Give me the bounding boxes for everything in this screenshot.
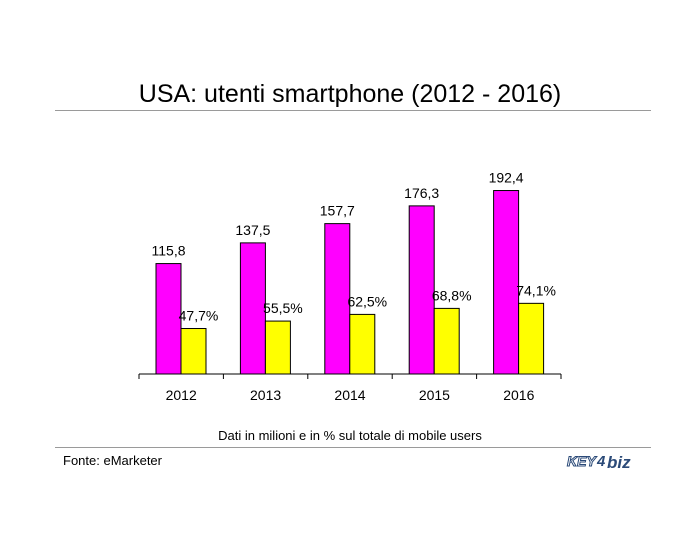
- bar-series-1-2012: [155, 263, 182, 375]
- data-label-series-1-2015: 176,3: [404, 185, 439, 201]
- bar-chart: 115,8 47,7% 2012 137,5 55,5% 2013 157,7 62,5% 20…: [138, 170, 562, 403]
- data-label-series-1-2013: 137,5: [235, 222, 270, 238]
- data-label-series-1-2014: 157,7: [320, 203, 355, 219]
- x-tick-label-2016: 2016: [503, 387, 534, 403]
- x-tick-label-2015: 2015: [419, 387, 450, 403]
- title-divider: [55, 110, 651, 111]
- chart-note: Dati in milioni e in % sul totale di mob…: [218, 428, 482, 443]
- data-label-series-2-2013: 55,5%: [263, 300, 303, 316]
- bar-series-2-2016: [518, 302, 545, 375]
- bar-series-2-2014: [349, 313, 376, 375]
- bar-series-1-2013: [239, 242, 266, 375]
- svg-text:biz: biz: [607, 453, 631, 472]
- key4biz-logo: KEY 4 biz: [567, 453, 632, 473]
- chart-title: USA: utenti smartphone (2012 - 2016): [138, 80, 562, 108]
- x-tick-label-2012: 2012: [166, 387, 197, 403]
- data-label-series-1-2012: 115,8: [152, 243, 186, 259]
- svg-text:KEY: KEY: [567, 453, 597, 469]
- bar-series-1-2014: [324, 223, 351, 375]
- data-label-series-2-2014: 62,5%: [347, 293, 387, 309]
- data-label-series-2-2016: 74,1%: [516, 282, 556, 298]
- data-label-series-2-2012: 47,7%: [179, 308, 219, 324]
- bar-series-2-2012: [180, 328, 207, 375]
- bar-series-2-2015: [433, 307, 460, 375]
- x-tick-label-2013: 2013: [250, 387, 281, 403]
- bar-series-1-2016: [493, 190, 520, 375]
- footer-divider: [55, 447, 651, 448]
- source-label: Fonte: eMarketer: [63, 453, 162, 468]
- bar-series-1-2015: [408, 205, 435, 375]
- x-tick-label-2014: 2014: [334, 387, 365, 403]
- bar-series-2-2013: [264, 320, 291, 375]
- svg-text:4: 4: [596, 453, 606, 470]
- data-label-series-1-2016: 192,4: [489, 170, 524, 186]
- data-label-series-2-2015: 68,8%: [432, 287, 472, 303]
